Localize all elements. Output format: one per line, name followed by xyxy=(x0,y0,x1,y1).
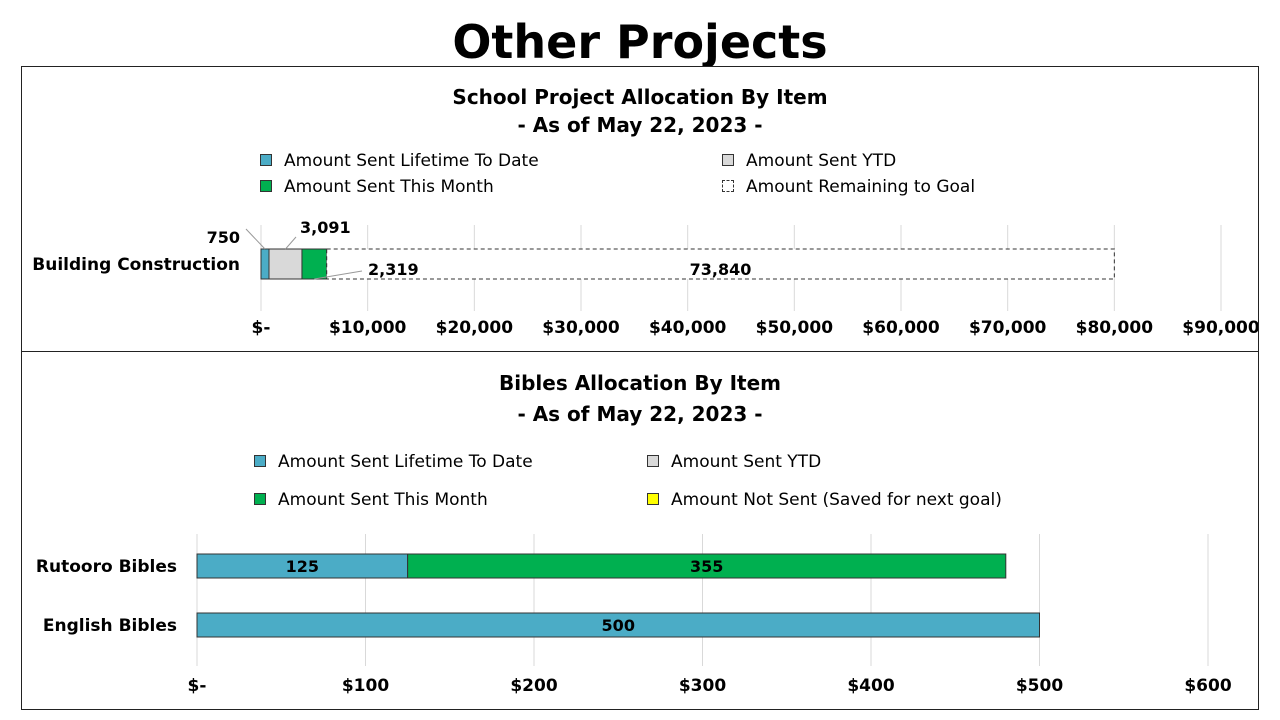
legend-swatch-lifetime xyxy=(254,455,266,467)
leader-line xyxy=(245,228,266,250)
page-title: Other Projects xyxy=(452,15,828,69)
x-tick-label: $20,000 xyxy=(436,318,514,338)
legend-label: Amount Not Sent (Saved for next goal) xyxy=(671,490,1002,510)
data-label: 125 xyxy=(286,557,319,576)
bar-segment xyxy=(301,248,328,280)
data-label: 73,840 xyxy=(690,260,752,279)
x-tick-label: $50,000 xyxy=(756,318,834,338)
legend-label: Amount Sent This Month xyxy=(284,177,494,197)
x-tick-label: $- xyxy=(252,318,271,338)
x-tick-label: $60,000 xyxy=(862,318,940,338)
legend-swatch-not-sent xyxy=(647,493,659,505)
legend-swatch-ytd xyxy=(647,455,659,467)
x-tick-label: $- xyxy=(188,676,207,696)
x-tick-label: $500 xyxy=(1016,676,1063,696)
legend-swatch-remaining xyxy=(722,180,734,192)
x-tick-label: $90,000 xyxy=(1182,318,1258,338)
school-project-chart-panel: School Project Allocation By Item - As o… xyxy=(21,66,1259,352)
leader-line xyxy=(314,270,363,280)
bibles-chart-panel: Bibles Allocation By Item - As of May 22… xyxy=(21,351,1259,710)
bar-segment xyxy=(196,612,1040,638)
legend-swatch-month xyxy=(260,180,272,192)
bibles-chart-subtitle: - As of May 22, 2023 - xyxy=(517,402,763,426)
legend-label: Amount Sent This Month xyxy=(278,490,488,510)
x-tick-label: $30,000 xyxy=(542,318,620,338)
legend-label: Amount Sent YTD xyxy=(746,151,897,171)
x-tick-label: $70,000 xyxy=(969,318,1047,338)
category-label: English Bibles xyxy=(43,616,177,636)
x-tick-label: $100 xyxy=(342,676,389,696)
x-tick-label: $200 xyxy=(510,676,557,696)
legend-label: Amount Remaining to Goal xyxy=(746,177,976,197)
data-label: 355 xyxy=(690,557,723,576)
bar-segment xyxy=(196,553,409,579)
legend-label: Amount Sent Lifetime To Date xyxy=(284,151,539,171)
x-tick-label: $400 xyxy=(847,676,894,696)
legend-label: Amount Sent Lifetime To Date xyxy=(278,452,533,472)
bar-segment xyxy=(260,248,270,280)
bibles-chart-svg: $- $100 $200 $300 $400 $500 $600 Rutooro Bibles… xyxy=(36,534,1232,696)
bibles-chart-title: Bibles Allocation By Item xyxy=(499,371,781,395)
school-chart-title: School Project Allocation By Item xyxy=(452,85,828,109)
legend-swatch-ytd xyxy=(722,154,734,166)
school-project-chart-svg: $- $10,000 $20,000 $30,000 $40,000 $50,000 $60… xyxy=(32,218,1258,338)
x-tick-label: $10,000 xyxy=(329,318,407,338)
category-label: Rutooro Bibles xyxy=(36,557,177,577)
data-label: 750 xyxy=(207,228,240,247)
data-label: 500 xyxy=(602,616,635,635)
x-tick-label: $40,000 xyxy=(649,318,727,338)
x-tick-label: $300 xyxy=(679,676,726,696)
leader-line xyxy=(285,236,297,250)
bar-segment xyxy=(407,553,1007,579)
data-label: 3,091 xyxy=(300,218,351,237)
legend-swatch-month xyxy=(254,493,266,505)
bar-segment xyxy=(268,248,303,280)
school-chart-subtitle: - As of May 22, 2023 - xyxy=(517,113,763,137)
data-label: 2,319 xyxy=(368,260,419,279)
x-tick-label: $600 xyxy=(1184,676,1231,696)
bar-segment xyxy=(326,248,1115,280)
x-tick-label: $80,000 xyxy=(1076,318,1154,338)
category-label: Building Construction xyxy=(32,255,240,275)
legend-swatch-lifetime xyxy=(260,154,272,166)
legend-label: Amount Sent YTD xyxy=(671,452,822,472)
